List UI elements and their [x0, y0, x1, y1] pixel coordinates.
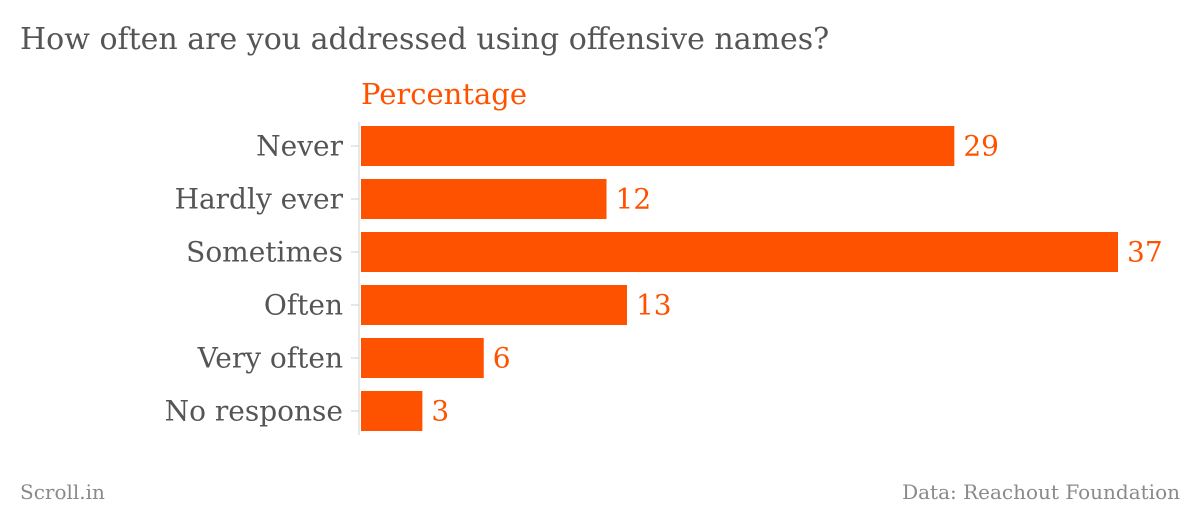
- category-label: Very often: [197, 342, 343, 375]
- value-label: 13: [636, 289, 672, 322]
- category-label: Sometimes: [186, 236, 343, 269]
- brand-logo-text: Scroll.in: [20, 480, 105, 504]
- bar: [361, 126, 955, 166]
- bar: [361, 232, 1118, 272]
- bar: [361, 179, 607, 219]
- bar: [361, 391, 423, 431]
- category-label: Often: [264, 289, 343, 322]
- bars: 29 12 37 13 6 3: [361, 126, 1163, 431]
- category-label: Never: [256, 130, 343, 163]
- value-label: 3: [431, 395, 449, 428]
- value-label: 37: [1127, 236, 1163, 269]
- category-label: Hardly ever: [175, 183, 344, 216]
- category-axis: Never Hardly ever Sometimes Often Very often…: [165, 122, 360, 435]
- value-label: 6: [493, 342, 511, 375]
- bar: [361, 285, 627, 325]
- series-label: Percentage: [361, 77, 527, 111]
- value-label: 12: [616, 183, 652, 216]
- category-label: No response: [165, 395, 343, 428]
- bar: [361, 338, 484, 378]
- value-label: 29: [963, 130, 999, 163]
- source-note: Data: Reachout Foundation: [902, 480, 1180, 504]
- chart-title: How often are you addressed using offens…: [20, 22, 830, 57]
